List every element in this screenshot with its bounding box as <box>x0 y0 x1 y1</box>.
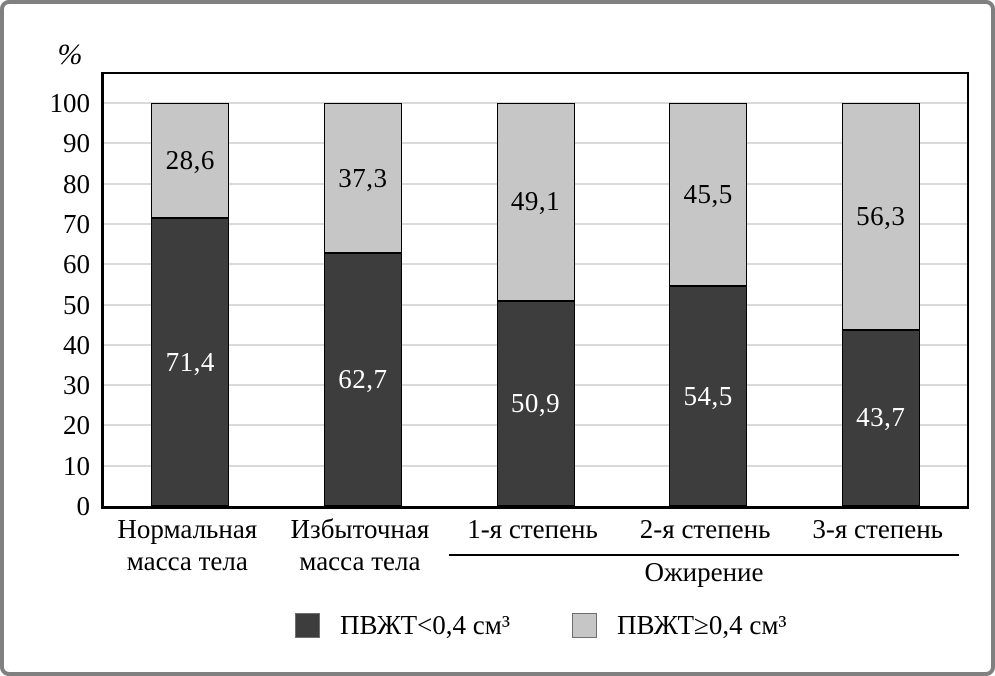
x-tick-label-line: Избыточная <box>290 514 430 544</box>
obesity-group-label: Ожирение <box>644 557 764 587</box>
legend-item-dark: ПВЖТ<0,4 см³ <box>295 610 510 641</box>
bar-value-label: 71,4 <box>165 346 215 377</box>
y-tick-label: 60 <box>63 249 90 280</box>
x-tick-label-line: 2-я степень <box>639 514 771 544</box>
bar-value-label: 50,9 <box>510 387 561 418</box>
x-axis-labels: Ожирение Нормальная масса тела Избыточная м… <box>101 513 969 599</box>
bar-value-label: 62,7 <box>338 364 388 395</box>
bar-segment-dark: 43,7 <box>841 329 920 506</box>
x-tick-label: 2-я степень <box>610 513 800 545</box>
y-tick-label: 30 <box>63 370 90 401</box>
bar-segment-dark: 54,5 <box>669 286 748 506</box>
bar-value-label: 43,7 <box>856 402 906 433</box>
x-tick-label-line: 1-я степень <box>467 514 598 544</box>
x-tick-label-line: масса тела <box>299 546 421 576</box>
bar-value-label: 54,5 <box>683 380 733 411</box>
x-tick-label-line: масса тела <box>126 546 248 576</box>
bar-segment-dark: 62,7 <box>323 253 402 506</box>
bar-value-label: 49,1 <box>510 186 561 217</box>
bar-segment-light: 37,3 <box>323 103 402 254</box>
gridline <box>104 102 967 104</box>
legend-swatch-dark <box>295 613 320 638</box>
bar-segment-dark: 71,4 <box>151 218 230 506</box>
legend-label-light: ПВЖТ≥0,4 см³ <box>616 610 787 640</box>
y-tick-label: 90 <box>63 128 90 159</box>
x-tick-label-line: 3-я степень <box>812 514 943 544</box>
y-axis-tick-labels: 0 10 20 30 40 50 60 70 80 90 100 <box>12 74 91 521</box>
x-tick-label: Избыточная масса тела <box>265 513 455 577</box>
y-tick-label: 0 <box>76 491 91 521</box>
x-tick-label-line: Нормальная <box>117 514 258 544</box>
legend-label-dark: ПВЖТ<0,4 см³ <box>340 610 510 640</box>
x-tick-label: Нормальная масса тела <box>92 513 282 577</box>
y-tick-label: 70 <box>63 208 90 239</box>
bar-segment-light: 45,5 <box>669 103 748 287</box>
legend-swatch-light <box>571 613 597 638</box>
legend-item-light: ПВЖТ≥0,4 см³ <box>571 610 787 641</box>
obesity-group-underline <box>449 554 959 556</box>
bar-value-label: 56,3 <box>856 200 906 231</box>
y-tick-label: 80 <box>63 168 90 199</box>
legend: ПВЖТ<0,4 см³ ПВЖТ≥0,4 см³ <box>295 610 787 641</box>
y-tick-label: 10 <box>63 450 90 481</box>
x-tick-label: 3-я степень <box>783 513 973 545</box>
bar-segment-light: 56,3 <box>841 103 920 330</box>
bar-segment-dark: 50,9 <box>496 300 575 506</box>
y-tick-label: 20 <box>63 410 90 441</box>
y-tick-label: 40 <box>63 329 90 360</box>
x-tick-label: 1-я степень <box>438 513 628 545</box>
bar-segment-light: 49,1 <box>496 103 575 301</box>
bar-value-label: 45,5 <box>683 179 733 210</box>
y-tick-label: 50 <box>63 289 90 320</box>
bar-value-label: 37,3 <box>338 162 388 193</box>
bar-value-label: 28,6 <box>165 145 215 176</box>
bar-segment-light: 28,6 <box>151 103 230 219</box>
y-axis-unit-label: % <box>57 38 83 71</box>
y-tick-label: 100 <box>49 88 91 118</box>
plot-area: 71,4 28,6 62,7 37,3 50,9 49,1 54,5 45,5 43,7 56,3 <box>101 72 969 509</box>
